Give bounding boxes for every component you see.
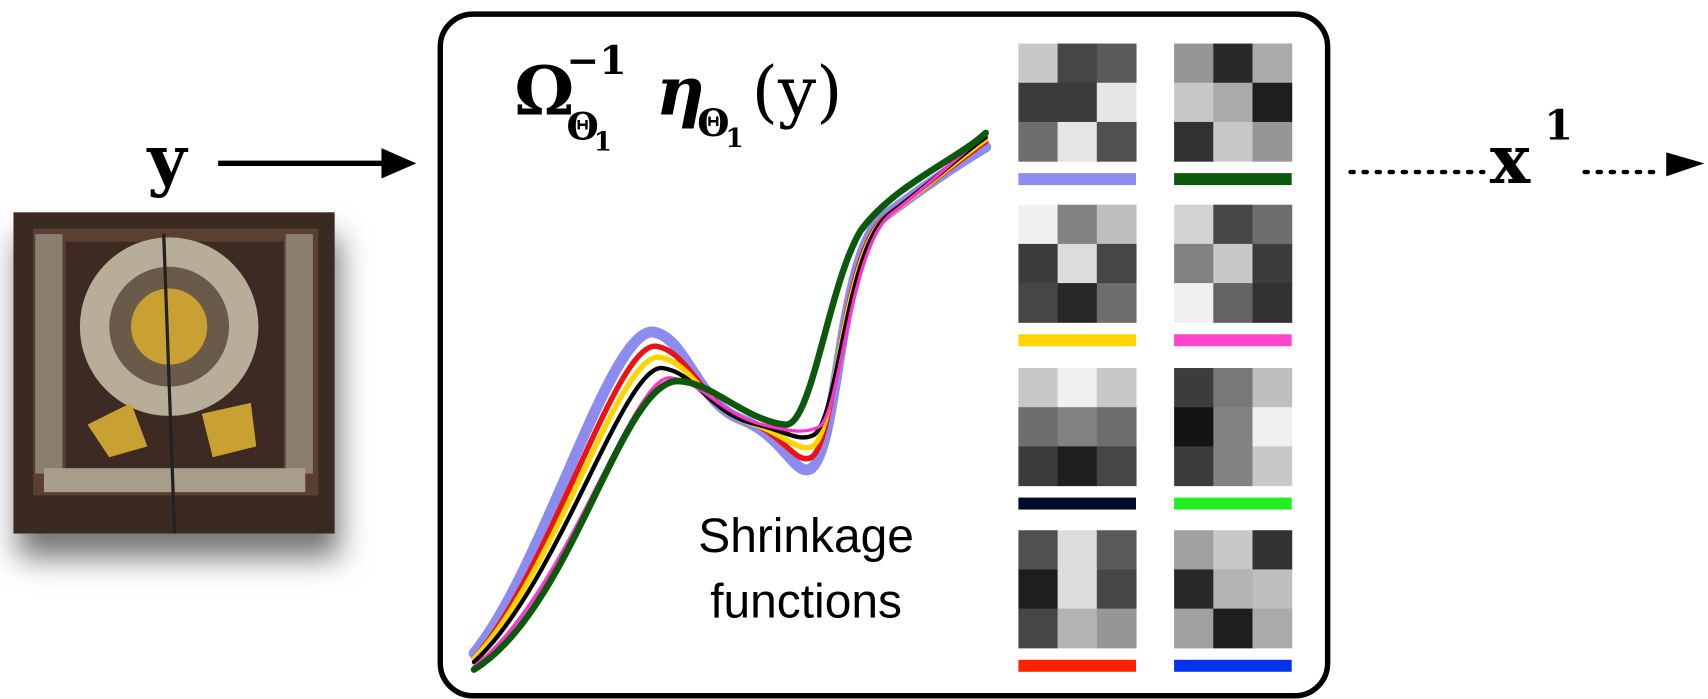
filter-color-bar (1018, 173, 1136, 185)
filter-pixel (1174, 569, 1214, 609)
filter-pixel (1097, 244, 1137, 284)
diagram: y Ω −1 Θ 1 η Θ 1 (y) Shrinkage (0, 0, 1708, 699)
filter-pixel (1174, 530, 1214, 570)
caption-line: functions (710, 575, 902, 628)
input-label: y (146, 120, 188, 199)
filter-pixel (1252, 609, 1292, 649)
filter-pixel (1018, 44, 1058, 84)
filter-pixel (1058, 244, 1098, 284)
filter-pixel (1097, 446, 1137, 486)
filter-pixel (1018, 368, 1058, 408)
filter-pixel (1058, 205, 1098, 245)
filter-pixel (1174, 368, 1214, 408)
filter-pixel (1213, 530, 1253, 570)
filter-pixel (1174, 244, 1214, 284)
filter-color-bar (1018, 334, 1136, 346)
filter-pixel (1097, 609, 1137, 649)
formula-argument: (y) (752, 51, 843, 130)
filter-pixel (1058, 569, 1098, 609)
filter-pixel (1058, 407, 1098, 447)
filter-pixel (1018, 244, 1058, 284)
filter-pixel (1213, 569, 1253, 609)
filter-pixel (1058, 122, 1098, 162)
filter-pixel (1018, 407, 1058, 447)
output-label: x (1490, 120, 1531, 199)
filter-pixel (1174, 205, 1214, 245)
filter-pixel (1213, 609, 1253, 649)
filter-pixel (1252, 530, 1292, 570)
filter-pixel (1018, 530, 1058, 570)
filter-color-bar (1174, 660, 1292, 672)
filter-pixel (1097, 530, 1137, 570)
filter-pixel (1252, 407, 1292, 447)
filter-color-bar (1018, 660, 1136, 672)
formula-sub-index: 1 (594, 126, 612, 157)
filter-pixel (1018, 122, 1058, 162)
filter-pixel (1018, 283, 1058, 323)
filter-pixel (1213, 244, 1253, 284)
filter-pixel (1097, 407, 1137, 447)
filter-pixel (1097, 569, 1137, 609)
filter-pixel (1252, 446, 1292, 486)
output-sup: 1 (1544, 100, 1573, 149)
filter-pixel (1097, 83, 1137, 123)
input-arrowhead (381, 148, 416, 178)
filter-pixel (1058, 368, 1098, 408)
filter-pixel (1097, 44, 1137, 84)
filter-pixel (1252, 569, 1292, 609)
filter-pixel (1058, 283, 1098, 323)
filter-pixel (1213, 44, 1253, 84)
filter-pixel (1252, 83, 1292, 123)
filter-pixel (1213, 122, 1253, 162)
filter-color-bar (1174, 334, 1292, 346)
filter-pixel (1213, 407, 1253, 447)
filter-pixel (1174, 83, 1214, 123)
filter-pixel (1213, 446, 1253, 486)
caption-line: Shrinkage (698, 510, 914, 563)
filter-pixel (1213, 83, 1253, 123)
filter-pixel (1174, 122, 1214, 162)
filter-pixel (1174, 609, 1214, 649)
filter-pixel (1252, 44, 1292, 84)
filter-pixel (1058, 530, 1098, 570)
filter-color-bar (1174, 498, 1292, 510)
formula-sup: −1 (567, 38, 627, 84)
filter-pixel (1213, 283, 1253, 323)
input-image (13, 212, 334, 533)
filter-pixel (1018, 609, 1058, 649)
filter-pixel (1018, 205, 1058, 245)
filter-pixel (1097, 368, 1137, 408)
filter-pixel (1097, 122, 1137, 162)
filter-pixel (1058, 446, 1098, 486)
filter-pixel (1252, 368, 1292, 408)
filter-pixel (1174, 446, 1214, 486)
filter-pixel (1252, 283, 1292, 323)
filter-pixel (1174, 44, 1214, 84)
filter-pixel (1252, 244, 1292, 284)
formula-eta-sub-index: 1 (726, 123, 744, 154)
filter-color-bar (1174, 173, 1292, 185)
filter-pixel (1097, 205, 1137, 245)
filter-pixel (1018, 446, 1058, 486)
filter-pixel (1213, 205, 1253, 245)
filter-pixel (1174, 283, 1214, 323)
filter-pixel (1058, 609, 1098, 649)
filter-pixel (1252, 205, 1292, 245)
filter-pixel (1213, 368, 1253, 408)
filter-pixel (1058, 83, 1098, 123)
filter-pixel (1018, 83, 1058, 123)
filter-pixel (1018, 569, 1058, 609)
filter-pixel (1174, 407, 1214, 447)
formula-omega: Ω (514, 51, 574, 130)
output-arrowhead (1666, 152, 1704, 176)
filter-pixel (1252, 122, 1292, 162)
filter-pixel (1097, 283, 1137, 323)
filter-color-bar (1018, 498, 1136, 510)
filter-pixel (1058, 44, 1098, 84)
